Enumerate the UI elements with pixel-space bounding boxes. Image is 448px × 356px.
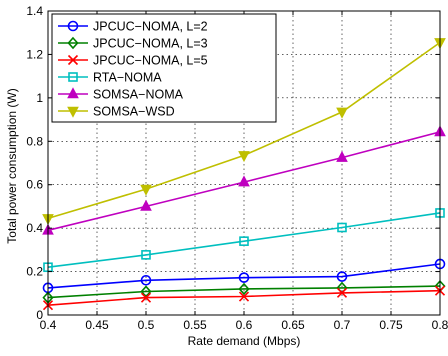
legend-entry: RTA−NOMA (58, 71, 162, 85)
y-tick-label: 1 (36, 91, 43, 105)
data-point (140, 184, 152, 196)
x-tick-label: 0.8 (432, 318, 448, 332)
data-point (336, 271, 348, 282)
x-axis-label: Rate demand (Mbps) (188, 334, 301, 348)
legend-entry: SOMSA−WSD (58, 105, 175, 119)
series-line (47, 285, 441, 299)
x-tick-label: 0.4 (40, 318, 57, 332)
data-point (238, 151, 250, 163)
legend-marker (68, 72, 78, 82)
data-point (238, 272, 250, 283)
legend-marker (67, 87, 79, 99)
data-point (337, 222, 347, 233)
data-point (336, 107, 348, 119)
data-point (238, 175, 250, 187)
legend-entry: JPCUC−NOMA, L=3 (58, 37, 208, 51)
y-tick-label: 0.6 (26, 178, 43, 192)
legend-label: SOMSA−NOMA (93, 88, 184, 102)
legend-label: JPCUC−NOMA, L=5 (93, 54, 208, 68)
data-point (239, 236, 249, 246)
legend-entry: JPCUC−NOMA, L=2 (58, 20, 208, 34)
legend-label: JPCUC−NOMA, L=3 (93, 37, 208, 51)
legend-entry: SOMSA−NOMA (58, 87, 184, 102)
legend-marker (67, 20, 79, 32)
x-tick-label: 0.55 (183, 318, 207, 332)
y-tick-label: 0.4 (26, 221, 43, 235)
series-line (47, 212, 441, 268)
x-tick-label: 0.65 (281, 318, 305, 332)
legend-entry: JPCUC−NOMA, L=5 (58, 54, 208, 68)
y-axis-label: Total power consumption (W) (5, 88, 19, 243)
data-point (140, 199, 152, 211)
legend-marker (67, 36, 79, 50)
series-5 (42, 125, 446, 235)
legend: JPCUC−NOMA, L=2 JPCUC−NOMA, L=3 JPCUC−NOMA… (51, 13, 277, 123)
series-line (47, 263, 441, 289)
legend-box (51, 13, 277, 123)
data-point (238, 282, 250, 296)
legend-marker (67, 54, 79, 66)
y-tick-label: 0 (36, 308, 43, 322)
x-tick-label: 0.45 (85, 318, 109, 332)
x-tick-label: 0.75 (379, 318, 403, 332)
data-point (141, 250, 151, 260)
y-tick-label: 0.2 (26, 265, 43, 279)
y-tick-label: 1.2 (26, 47, 43, 61)
data-point (238, 291, 250, 302)
series-3 (42, 285, 446, 311)
legend-label: RTA−NOMA (93, 71, 162, 85)
series-1 (42, 258, 446, 294)
legend-marker (67, 106, 79, 118)
y-tick-label: 1.4 (26, 4, 43, 18)
data-point (336, 150, 348, 162)
data-point (140, 292, 152, 303)
series-layer (42, 38, 446, 311)
x-tick-label: 0.6 (236, 318, 253, 332)
data-point (140, 274, 152, 286)
x-tick-label: 0.5 (138, 318, 155, 332)
legend-label: JPCUC−NOMA, L=2 (93, 20, 208, 34)
legend-label: SOMSA−WSD (93, 105, 175, 119)
data-point (336, 287, 348, 298)
y-tick-label: 0.8 (26, 134, 43, 148)
ticks: 0.4 0.45 0.5 0.55 0.6 0.65 0.7 0.75 0.8 0 0.2 0.4 0.… (26, 4, 448, 332)
x-tick-label: 0.7 (334, 318, 351, 332)
